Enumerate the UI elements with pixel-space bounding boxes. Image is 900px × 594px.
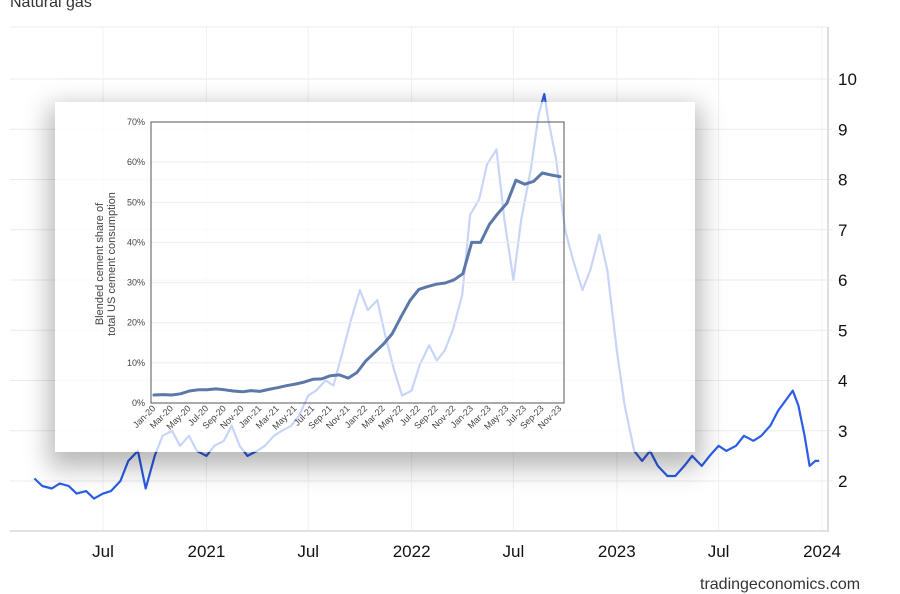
inset-y-tick-label: 10%	[127, 358, 145, 368]
inset-y-axis-label-line: Blended cement share of	[94, 202, 106, 325]
inset-y-tick-label: 40%	[127, 237, 145, 247]
inset-y-tick-label: 70%	[127, 117, 145, 127]
inset-plot-frame	[150, 121, 565, 404]
cement-inset-panel: 0% 10% 20% 30% 40% 50% 60% 70% Jan-20 Mar-20 May-2…	[55, 102, 695, 452]
inset-y-tick-label: 50%	[127, 197, 145, 207]
y-tick-label: 9	[838, 120, 847, 139]
y-tick-label: 2	[838, 472, 847, 491]
x-tick-label: 2024	[803, 542, 841, 561]
inset-y-tick-label: 30%	[127, 278, 145, 288]
x-tick-label: Jul	[503, 542, 525, 561]
inset-y-tick-label: 20%	[127, 318, 145, 328]
x-tick-label: Jul	[92, 542, 114, 561]
inset-y-tick-label: 0%	[132, 398, 145, 408]
inset-y-axis-label: Blended cement share oftotal US cement c…	[94, 192, 118, 336]
x-tick-label: Jul	[708, 542, 730, 561]
y-tick-label: 3	[838, 422, 847, 441]
y-tick-label: 4	[838, 372, 847, 391]
source-watermark: tradingeconomics.com	[700, 576, 861, 593]
y-tick-label: 5	[838, 321, 847, 340]
blended-cement-chart: 0%10%20%30%40%50%60%70%Jan-20Mar-20May-2…	[94, 117, 565, 432]
y-tick-label: 10	[838, 70, 857, 89]
inset-y-axis-label-line: total US cement consumption	[106, 192, 118, 336]
blended-cement-share-line	[152, 171, 562, 397]
x-tick-label: 2023	[598, 542, 636, 561]
x-tick-label: 2022	[393, 542, 431, 561]
inset-y-tick-label: 60%	[127, 157, 145, 167]
y-tick-label: 8	[838, 171, 847, 190]
chart-title: Natural gas	[10, 0, 92, 11]
y-tick-label: 7	[838, 221, 847, 240]
x-tick-label: Jul	[297, 542, 319, 561]
x-tick-label: 2021	[188, 542, 226, 561]
y-tick-label: 6	[838, 271, 847, 290]
